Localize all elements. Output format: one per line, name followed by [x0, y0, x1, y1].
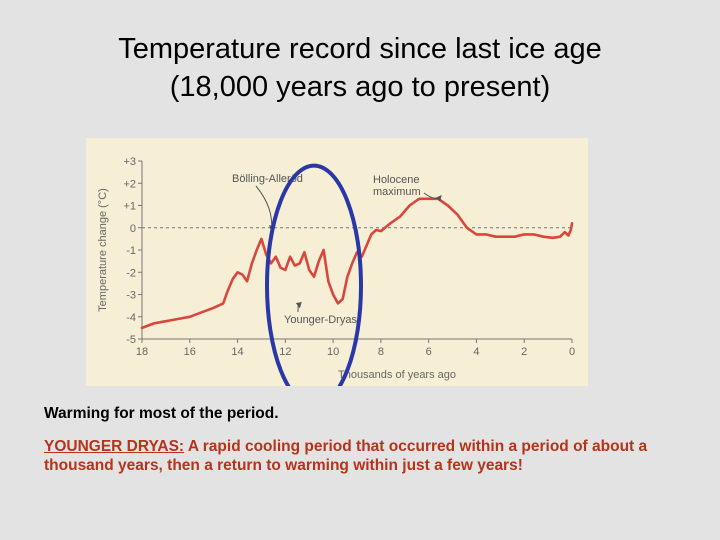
- y-tick-label: +3: [123, 156, 136, 168]
- x-tick-label: 6: [426, 346, 432, 358]
- y-tick-label: -5: [126, 334, 136, 346]
- temperature-chart: +3 +2 +1 0 -1 -2 -3 -4 -5 18 16 14 12 10 8 6 4 2 0 Thousand…: [86, 138, 588, 408]
- y-tick-label: -4: [126, 312, 136, 324]
- x-tick-label: 12: [279, 346, 291, 358]
- x-tick-label: 18: [136, 346, 148, 358]
- arrow-younger-dryas: [295, 301, 302, 313]
- caption: Warming for most of the period. YOUNGER …: [44, 404, 694, 475]
- x-tick-label: 14: [231, 346, 243, 358]
- x-tick-label: 0: [569, 346, 575, 358]
- x-tick-label: 8: [378, 346, 384, 358]
- slide-title: Temperature record since last ice age (1…: [0, 30, 720, 106]
- chart-svg: +3 +2 +1 0 -1 -2 -3 -4 -518 16 14 12 10 8 6 4 2 0 Thousand…: [86, 138, 588, 408]
- y-tick-label: +1: [123, 201, 136, 213]
- temperature-line: [140, 197, 574, 330]
- x-tick-label: 16: [184, 346, 196, 358]
- title-line-1: Temperature record since last ice age: [118, 33, 602, 65]
- y-tick-label: -2: [126, 267, 136, 279]
- y-tick-label: 0: [130, 223, 136, 235]
- x-axis-label: Thousands of years ago: [338, 369, 456, 381]
- x-tick-label: 10: [327, 346, 339, 358]
- annotation-holocene-maximum: Holocene maximum: [373, 174, 421, 198]
- arrow-holocene-maximum: [423, 192, 442, 202]
- y-tick-label: +2: [123, 178, 136, 190]
- y-axis-label: Temperature change (°C): [97, 188, 109, 312]
- annotation-younger-dryas: Younger-Dryas: [284, 314, 357, 326]
- x-tick-label: 4: [473, 346, 479, 358]
- younger-dryas-text: A rapid cooling period that occurred wit…: [44, 438, 648, 474]
- younger-dryas-label: YOUNGER DRYAS:: [44, 438, 185, 455]
- caption-warming: Warming for most of the period.: [44, 405, 279, 422]
- title-line-2: (18,000 years ago to present): [169, 71, 551, 103]
- annotation-bolling-allerod: Bölling-Alleröd: [232, 173, 303, 185]
- caption-younger-dryas: YOUNGER DRYAS: A rapid cooling period th…: [44, 437, 694, 475]
- y-tick-label: -3: [126, 290, 136, 302]
- y-tick-label: -1: [126, 245, 136, 257]
- x-tick-label: 2: [521, 346, 527, 358]
